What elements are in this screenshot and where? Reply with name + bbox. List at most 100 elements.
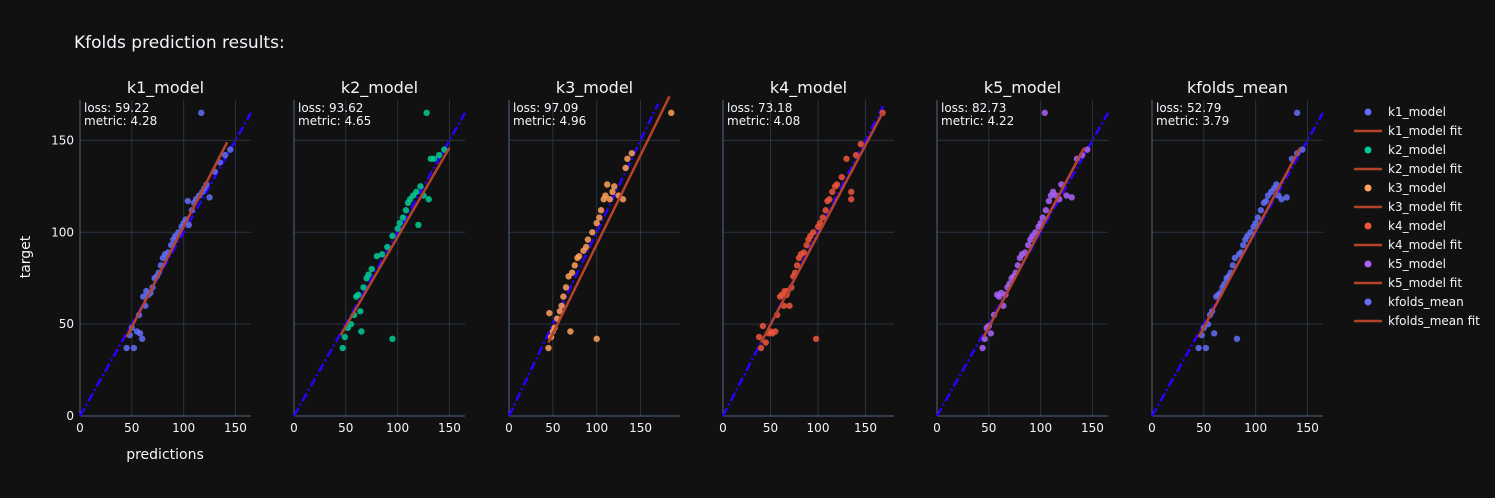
legend-label: k2_model fit: [1388, 162, 1462, 176]
fit-line: [125, 141, 229, 338]
data-point: [609, 188, 616, 196]
data-point: [389, 335, 396, 343]
x-tick-label: 100: [172, 421, 195, 435]
data-point: [368, 265, 375, 273]
data-point: [394, 225, 401, 232]
data-point: [378, 251, 386, 258]
legend-item[interactable]: k2_model fit: [1354, 162, 1462, 176]
data-point: [593, 219, 600, 227]
data-point: [829, 188, 836, 196]
data-point: [833, 181, 841, 188]
data-point: [622, 164, 629, 172]
legend-item[interactable]: k3_model fit: [1354, 200, 1462, 214]
data-point: [1229, 262, 1237, 269]
data-point: [184, 197, 191, 205]
legend-item[interactable]: k4_model: [1364, 219, 1446, 233]
y-tick-label: 50: [59, 317, 74, 331]
legend-item[interactable]: kfolds_mean: [1364, 295, 1464, 309]
data-point: [819, 214, 826, 221]
legend-label: k3_model: [1388, 181, 1446, 195]
subplot-title: k3_model: [556, 78, 633, 98]
data-point: [575, 252, 583, 260]
data-point: [1210, 330, 1218, 337]
legend-item[interactable]: k2_model: [1364, 143, 1446, 157]
legend-item[interactable]: k1_model: [1364, 105, 1446, 119]
subplot-annotation: loss: 97.09: [513, 101, 578, 115]
data-point: [1068, 194, 1075, 201]
legend-item[interactable]: k3_model: [1364, 181, 1446, 195]
x-tick-label: 0: [719, 421, 727, 435]
subplot-annotation: metric: 4.65: [298, 114, 371, 128]
data-point: [560, 293, 567, 300]
data-point: [1025, 241, 1032, 249]
legend-marker: [1364, 222, 1372, 230]
fit-line: [1197, 147, 1302, 338]
data-point: [1041, 109, 1048, 117]
data-point: [441, 146, 448, 153]
y-tick-label: 150: [51, 133, 74, 147]
x-tick-label: 100: [807, 421, 830, 435]
data-point: [185, 221, 193, 229]
legend-item[interactable]: k5_model: [1364, 257, 1446, 271]
data-point: [762, 339, 769, 346]
data-point: [546, 309, 553, 317]
data-point: [1202, 344, 1210, 352]
data-point: [1278, 196, 1285, 203]
data-point: [1063, 192, 1070, 199]
data-point: [838, 173, 845, 181]
data-point: [759, 322, 767, 330]
legend-marker: [1364, 260, 1372, 268]
data-point: [589, 229, 596, 236]
data-point: [221, 151, 229, 159]
data-point: [568, 269, 576, 276]
x-tick-label: 0: [933, 421, 941, 435]
subplot-annotation: metric: 4.22: [941, 114, 1014, 128]
data-point: [857, 140, 864, 148]
data-point: [423, 109, 430, 117]
legend-label: k4_model fit: [1388, 238, 1462, 252]
data-point: [138, 335, 146, 343]
x-tick-label: 0: [290, 421, 298, 435]
data-point: [624, 155, 631, 162]
data-point: [810, 229, 817, 236]
subplot-annotation: loss: 93.62: [298, 101, 363, 115]
data-point: [206, 194, 213, 201]
data-point: [668, 109, 675, 117]
data-point: [384, 243, 391, 251]
legend-item[interactable]: k5_model fit: [1354, 276, 1462, 290]
subplot-title: k2_model: [341, 78, 418, 98]
y-tick-label: 0: [66, 409, 74, 423]
data-point: [1252, 219, 1259, 227]
subplot-k1_model: 0 50 100 150 0 50 100 150 k1_model loss: 59.22met…: [51, 78, 253, 435]
y-tick-label: 100: [51, 225, 74, 239]
data-point: [389, 232, 396, 240]
data-point: [1233, 335, 1241, 343]
data-point: [556, 308, 564, 315]
data-point: [593, 335, 600, 343]
data-point: [628, 150, 635, 157]
legend-label: k1_model: [1388, 105, 1446, 119]
legend-item[interactable]: kfolds_mean fit: [1354, 314, 1480, 328]
data-point: [413, 188, 420, 196]
data-point: [822, 207, 829, 214]
data-point: [755, 333, 763, 341]
data-point: [826, 196, 833, 203]
data-point: [800, 249, 807, 256]
data-point: [1283, 194, 1290, 201]
x-tick-label: 150: [1296, 421, 1319, 435]
legend-marker: [1364, 108, 1372, 116]
data-point: [402, 207, 410, 214]
legend-label: k5_model fit: [1388, 276, 1462, 290]
data-point: [1084, 146, 1091, 153]
legend-item[interactable]: k1_model fit: [1354, 124, 1462, 138]
data-point: [979, 344, 986, 352]
subplot-annotation: loss: 59.22: [84, 101, 149, 115]
x-tick-label: 100: [1029, 421, 1052, 435]
legend-item[interactable]: k4_model fit: [1354, 238, 1462, 252]
x-tick-label: 50: [1196, 421, 1211, 435]
data-point: [772, 328, 779, 335]
